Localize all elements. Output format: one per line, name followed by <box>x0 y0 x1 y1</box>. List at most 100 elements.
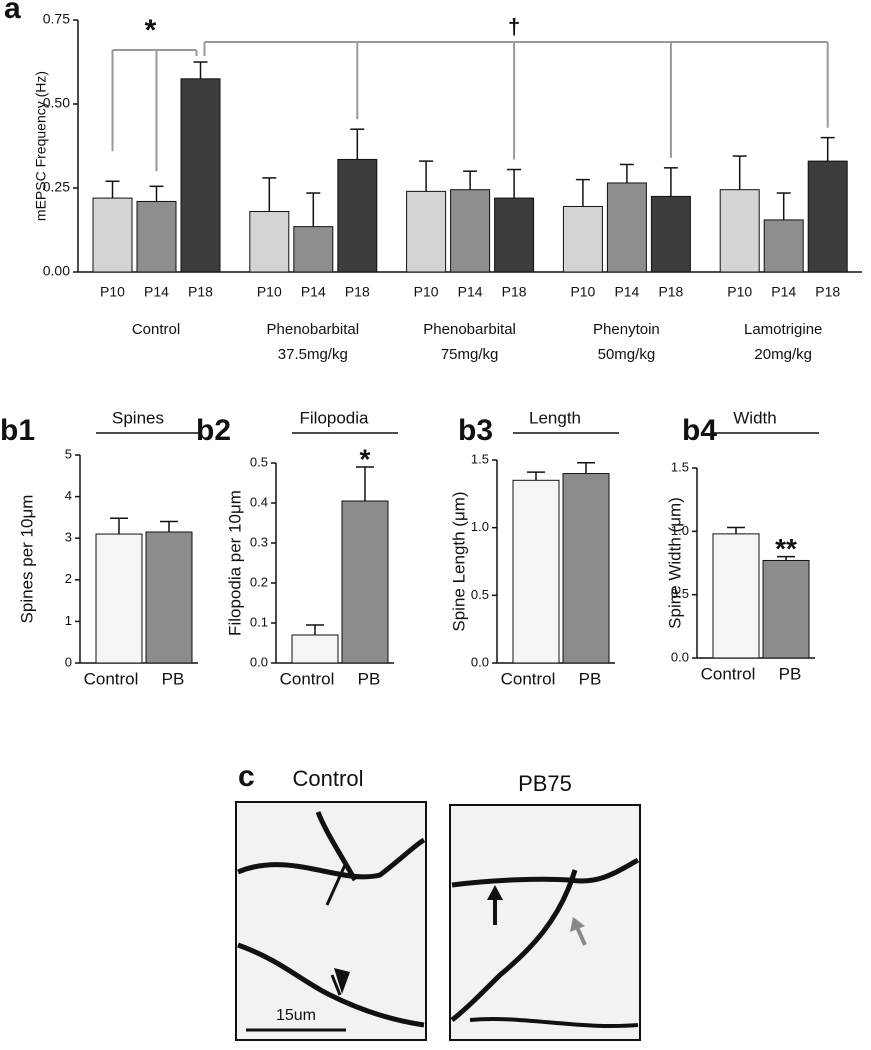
y-tick-label: 2 <box>65 571 72 586</box>
bar <box>719 189 760 273</box>
x-tick-label: PB <box>358 669 381 688</box>
bar <box>650 195 691 273</box>
bar <box>92 197 133 273</box>
group-label: Phenobarbital <box>267 321 360 338</box>
x-tick-label: Control <box>84 669 139 688</box>
x-tick-label: P10 <box>727 284 752 300</box>
bar <box>136 200 177 273</box>
annotation: ** <box>775 533 797 564</box>
x-tick-label: P18 <box>345 284 370 300</box>
bar <box>291 634 339 664</box>
x-tick-label: PB <box>579 669 602 688</box>
x-tick-label: P10 <box>257 284 282 300</box>
group-label: 75mg/kg <box>441 346 499 363</box>
bar <box>712 533 760 659</box>
annotation: * <box>360 443 371 474</box>
bar <box>512 479 560 664</box>
panel-title: Filopodia <box>300 408 370 427</box>
annotation: † <box>508 14 520 39</box>
y-tick-label: 0.00 <box>43 263 70 279</box>
x-tick-label: P10 <box>414 284 439 300</box>
y-tick-label: 1 <box>65 613 72 628</box>
x-tick-label: P18 <box>502 284 527 300</box>
bar <box>180 78 221 273</box>
y-tick-label: 0.4 <box>250 494 268 509</box>
group-label: Lamotrigine <box>744 321 822 338</box>
x-tick-label: P10 <box>100 284 125 300</box>
bar <box>249 211 290 273</box>
y-tick-label: 0.75 <box>43 11 70 27</box>
x-tick-label: P14 <box>614 284 639 300</box>
annotation: * <box>145 14 157 47</box>
y-tick-label: 1.0 <box>671 523 689 538</box>
bar <box>406 190 447 273</box>
y-axis-label: mEPSC Frequency (Hz) <box>33 71 49 221</box>
x-tick-label: Control <box>701 664 756 683</box>
bar <box>293 226 334 273</box>
panel-label: c <box>238 760 255 793</box>
group-label: Phenobarbital <box>423 321 516 338</box>
x-tick-label: P14 <box>458 284 483 300</box>
x-tick-label: P14 <box>771 284 796 300</box>
y-tick-label: 0.0 <box>671 649 689 664</box>
micrograph <box>449 804 641 1041</box>
y-tick-label: 0.1 <box>250 614 268 629</box>
group-label: Phenytoin <box>593 321 660 338</box>
group-label: 20mg/kg <box>754 346 812 363</box>
bar <box>145 531 193 664</box>
panel-label: b1 <box>0 414 35 447</box>
bar <box>494 197 535 273</box>
bar <box>341 500 389 664</box>
x-tick-label: P14 <box>144 284 169 300</box>
bar <box>450 189 491 273</box>
panel-label: b3 <box>458 414 493 447</box>
bar <box>762 559 810 659</box>
y-tick-label: 0.5 <box>250 454 268 469</box>
y-tick-label: 0.0 <box>250 654 268 669</box>
y-tick-label: 0.5 <box>471 587 489 602</box>
y-tick-label: 1.5 <box>671 459 689 474</box>
x-tick-label: P14 <box>301 284 326 300</box>
y-tick-label: 0.2 <box>250 574 268 589</box>
micrograph <box>235 801 427 1041</box>
bar <box>763 219 804 273</box>
x-tick-label: PB <box>162 669 185 688</box>
panel-title: Length <box>529 408 581 427</box>
bar <box>562 473 610 664</box>
y-tick-label: 5 <box>65 446 72 461</box>
group-label: 50mg/kg <box>598 346 656 363</box>
y-axis-label: Spine Width (μm) <box>665 497 684 629</box>
group-label: Control <box>132 321 180 338</box>
panel-label: b2 <box>196 414 231 447</box>
panel-title: Spines <box>112 408 164 427</box>
y-tick-label: 0.3 <box>250 534 268 549</box>
image-label: PB75 <box>518 771 572 796</box>
y-tick-label: 0.5 <box>671 586 689 601</box>
x-tick-label: Control <box>501 669 556 688</box>
y-axis-label: Spine Length (μm) <box>449 491 468 631</box>
panel-label: b4 <box>682 414 717 447</box>
scale-bar-label: 15um <box>276 1007 316 1024</box>
y-axis-label: Filopodia per 10μm <box>225 490 244 636</box>
x-tick-label: P18 <box>188 284 213 300</box>
panel-label: a <box>4 0 21 25</box>
bar <box>337 158 378 273</box>
x-tick-label: P18 <box>658 284 683 300</box>
bar <box>807 160 848 273</box>
y-tick-label: 1.5 <box>471 451 489 466</box>
y-tick-label: 3 <box>65 530 72 545</box>
y-axis-label: Spines per 10μm <box>17 495 36 624</box>
group-label: 37.5mg/kg <box>278 346 348 363</box>
y-tick-label: 0 <box>65 654 72 669</box>
panel-title: Width <box>733 408 776 427</box>
y-tick-label: 0.50 <box>43 95 70 111</box>
x-tick-label: P10 <box>570 284 595 300</box>
bar <box>95 533 143 664</box>
x-tick-label: P18 <box>815 284 840 300</box>
image-label: Control <box>293 766 364 791</box>
x-tick-label: PB <box>779 664 802 683</box>
y-tick-label: 4 <box>65 488 72 503</box>
bar <box>606 182 647 273</box>
bar <box>562 205 603 273</box>
